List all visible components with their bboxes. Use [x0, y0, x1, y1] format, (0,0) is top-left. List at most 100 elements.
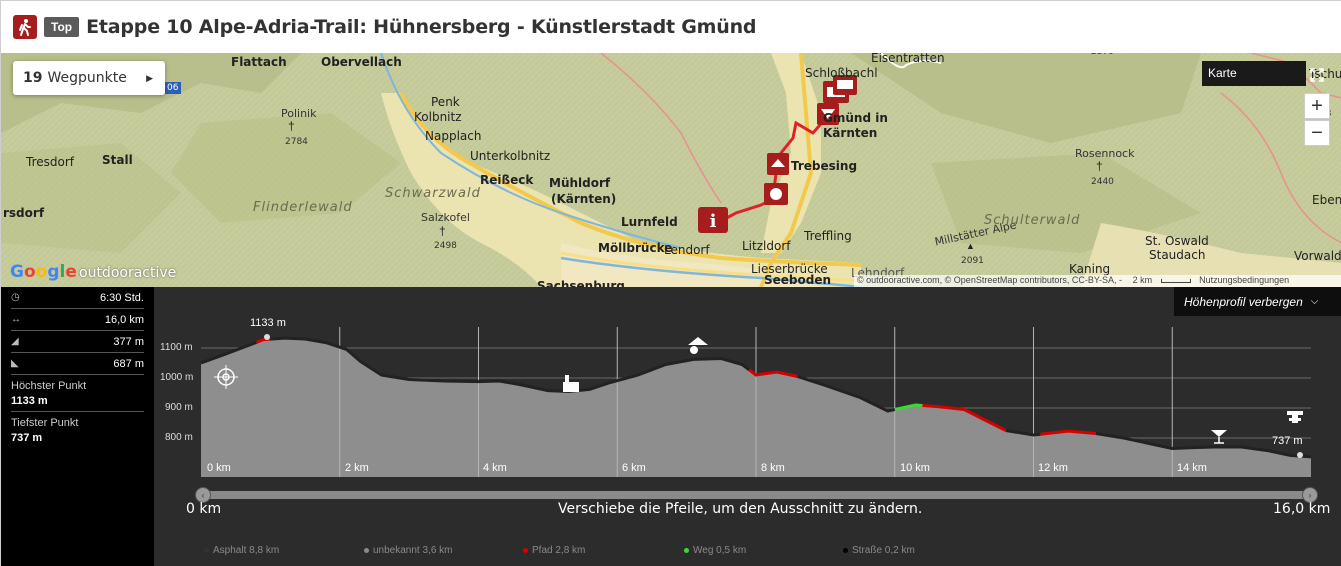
map-view[interactable]: i 06 Flattach Obervellach Schloßbachl Ei… — [1, 53, 1341, 287]
waypoint-count: 19 — [23, 70, 43, 86]
cross-icon: † — [288, 119, 295, 133]
profile-segment — [1040, 429, 1097, 436]
legend-item: Weg 0,5 km — [684, 545, 746, 556]
map-label: Schloßbachl — [805, 66, 878, 80]
legend-item: Pfad 2,8 km — [523, 545, 585, 556]
range-handle-end[interactable]: › — [1302, 487, 1318, 503]
tour-details: ◷ 6:30 Std. ↔ 16,0 km ◢ 377 m ◣ 687 m Hö… — [1, 287, 1341, 566]
elevation-profile[interactable]: Höhenprofil verbergen ⌵ 1100 m 1000 — [154, 287, 1341, 566]
waypoints-button[interactable]: 19 Wegpunkte ▶ — [13, 61, 165, 95]
map-label: Polinik — [281, 107, 317, 120]
map-label: St. Oswald — [1145, 234, 1209, 248]
profile-segment — [894, 403, 923, 411]
legend-item: Straße 0,2 km — [843, 545, 915, 556]
distance-icon: ↔ — [11, 314, 21, 325]
x-tick-label: 12 km — [1038, 462, 1068, 474]
map-layer-switch[interactable]: Karte — [1202, 61, 1306, 86]
map-label: Möllbrücke — [598, 241, 673, 255]
range-slider-track[interactable] — [201, 491, 1311, 499]
profile-segment — [797, 375, 896, 413]
stat-distance: ↔ 16,0 km — [11, 309, 144, 331]
map-label: Trebesing — [791, 159, 858, 173]
hiker-icon — [13, 15, 37, 39]
page-title: Etappe 10 Alpe-Adria-Trail: Hühnersberg … — [86, 16, 757, 38]
scale-bar — [1160, 279, 1191, 283]
map-label: Schulterwald — [984, 213, 1081, 228]
map-label: Mühldorf — [549, 176, 611, 190]
profile-segment — [200, 340, 258, 365]
map-label: Tschu — [1309, 67, 1341, 81]
x-tick-label: 2 km — [345, 462, 369, 474]
y-tick-label: 1000 m — [160, 372, 193, 383]
map-label: Flattach — [231, 55, 287, 69]
min-elevation-label: 737 m — [1272, 435, 1303, 447]
map-terrain: i — [1, 53, 1341, 287]
map-label: Kolbnitz — [414, 110, 462, 124]
chevron-right-icon: ▶ — [146, 74, 153, 84]
map-label: Lendorf — [664, 243, 710, 257]
descent-value: 687 m — [113, 357, 144, 370]
finish-sign-icon — [1287, 411, 1303, 423]
profile-segment — [1005, 429, 1041, 437]
duration-value: 6:30 Std. — [99, 291, 144, 304]
profile-segment — [922, 404, 1007, 432]
map-label: (Kärnten) — [551, 192, 617, 206]
map-label: Kärnten — [823, 126, 878, 140]
terms-link[interactable]: Nutzungsbedingungen — [1199, 275, 1290, 285]
legend-dot — [684, 547, 689, 553]
google-logo: Google — [10, 262, 77, 282]
stat-highest: Höchster Punkt 1133 m — [11, 380, 144, 412]
range-start-label: 0 km — [186, 501, 222, 517]
legend-label: Asphalt 8,8 km — [213, 545, 280, 556]
profile-segment — [1095, 432, 1312, 459]
map-label: 2784 — [285, 137, 308, 147]
map-label: Stall — [102, 153, 133, 167]
y-tick-label: 900 m — [165, 402, 193, 413]
svg-text:i: i — [710, 211, 717, 232]
range-handle-start[interactable]: ‹ — [195, 487, 211, 503]
map-label: 2370 — [1091, 53, 1114, 57]
map-label: Kaning — [1069, 262, 1111, 276]
stat-descent: ◣ 687 m — [11, 353, 144, 375]
fullscreen-icon[interactable] — [1305, 63, 1329, 87]
max-elevation-label: 1133 m — [250, 317, 286, 329]
outdooractive-logo: outdooractive — [79, 265, 177, 281]
map-label: Gmünd in — [823, 111, 888, 125]
cross-icon: † — [1096, 159, 1103, 173]
ascent-value: 377 m — [113, 335, 144, 348]
lowest-value: 737 m — [11, 432, 43, 444]
peak-icon: ▲ — [966, 241, 975, 251]
x-tick-label: 0 km — [207, 462, 231, 474]
zoom-out-button[interactable]: − — [1304, 120, 1330, 146]
x-tick-label: 10 km — [900, 462, 930, 474]
map-label: Vorwald — [1294, 249, 1341, 263]
map-label: Unterkolbnitz — [470, 149, 551, 163]
map-label: 2091 — [961, 256, 984, 266]
chevron-down-icon: ⌵ — [1310, 296, 1319, 307]
hut-icon — [688, 337, 708, 354]
zoom-in-button[interactable]: + — [1304, 93, 1330, 119]
map-scale: 2 km — [1132, 275, 1153, 285]
map-label: Flinderlewald — [253, 200, 353, 215]
map-label: 2440 — [1091, 177, 1114, 187]
waypoint-label: Wegpunkte — [47, 70, 127, 86]
viewpoint-icon — [1211, 430, 1227, 444]
map-label: Lurnfeld — [621, 215, 678, 229]
hide-profile-button[interactable]: Höhenprofil verbergen ⌵ — [1174, 287, 1341, 316]
legend-label: Weg 0,5 km — [693, 545, 747, 556]
stat-ascent: ◢ 377 m — [11, 331, 144, 353]
map-label: Reißeck — [480, 173, 534, 187]
stat-duration: ◷ 6:30 Std. — [11, 287, 144, 309]
legend-dot — [523, 547, 528, 553]
legend-label: Pfad 2,8 km — [532, 545, 586, 556]
clock-icon: ◷ — [11, 292, 20, 303]
map-label: Penk — [431, 95, 460, 109]
map-label: Schwarzwald — [385, 186, 481, 201]
map-label: Sachsenburg — [537, 279, 625, 287]
profile-segment — [748, 368, 798, 378]
church-icon — [563, 375, 579, 392]
legend-label: unbekannt 3,6 km — [373, 545, 453, 556]
map-label: Rosennock — [1075, 147, 1135, 160]
stat-lowest: Tiefster Punkt 737 m — [11, 417, 144, 444]
map-label: 2498 — [434, 241, 457, 251]
